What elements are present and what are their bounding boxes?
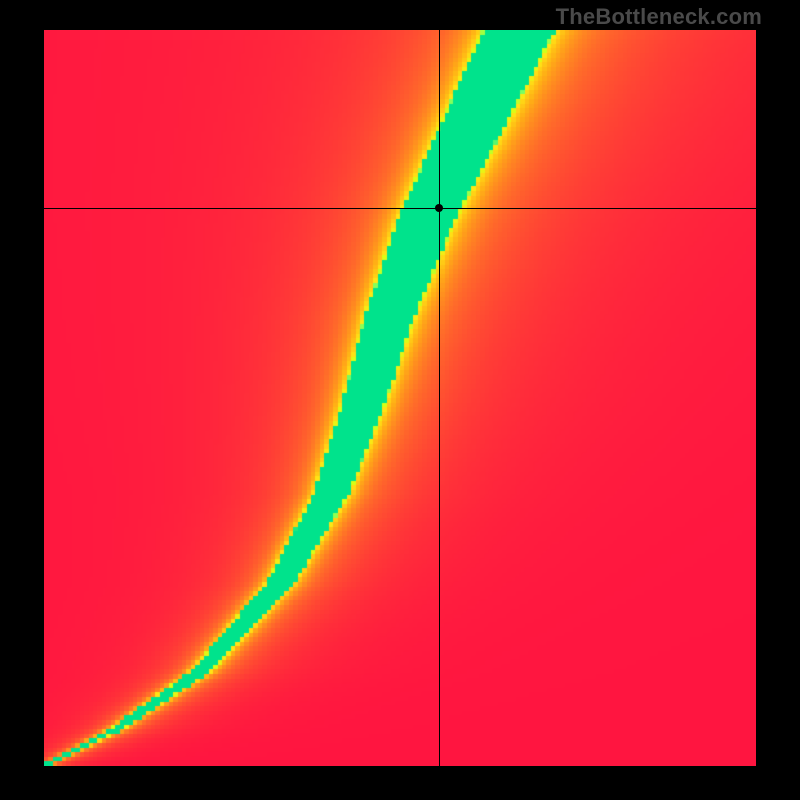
watermark-text: TheBottleneck.com	[556, 4, 762, 30]
heatmap-canvas	[44, 30, 756, 766]
crosshair-horizontal-line	[44, 208, 756, 209]
crosshair-dot	[435, 204, 443, 212]
chart-container: { "watermark": { "text": "TheBottleneck.…	[0, 0, 800, 800]
crosshair-vertical-line	[439, 30, 440, 766]
